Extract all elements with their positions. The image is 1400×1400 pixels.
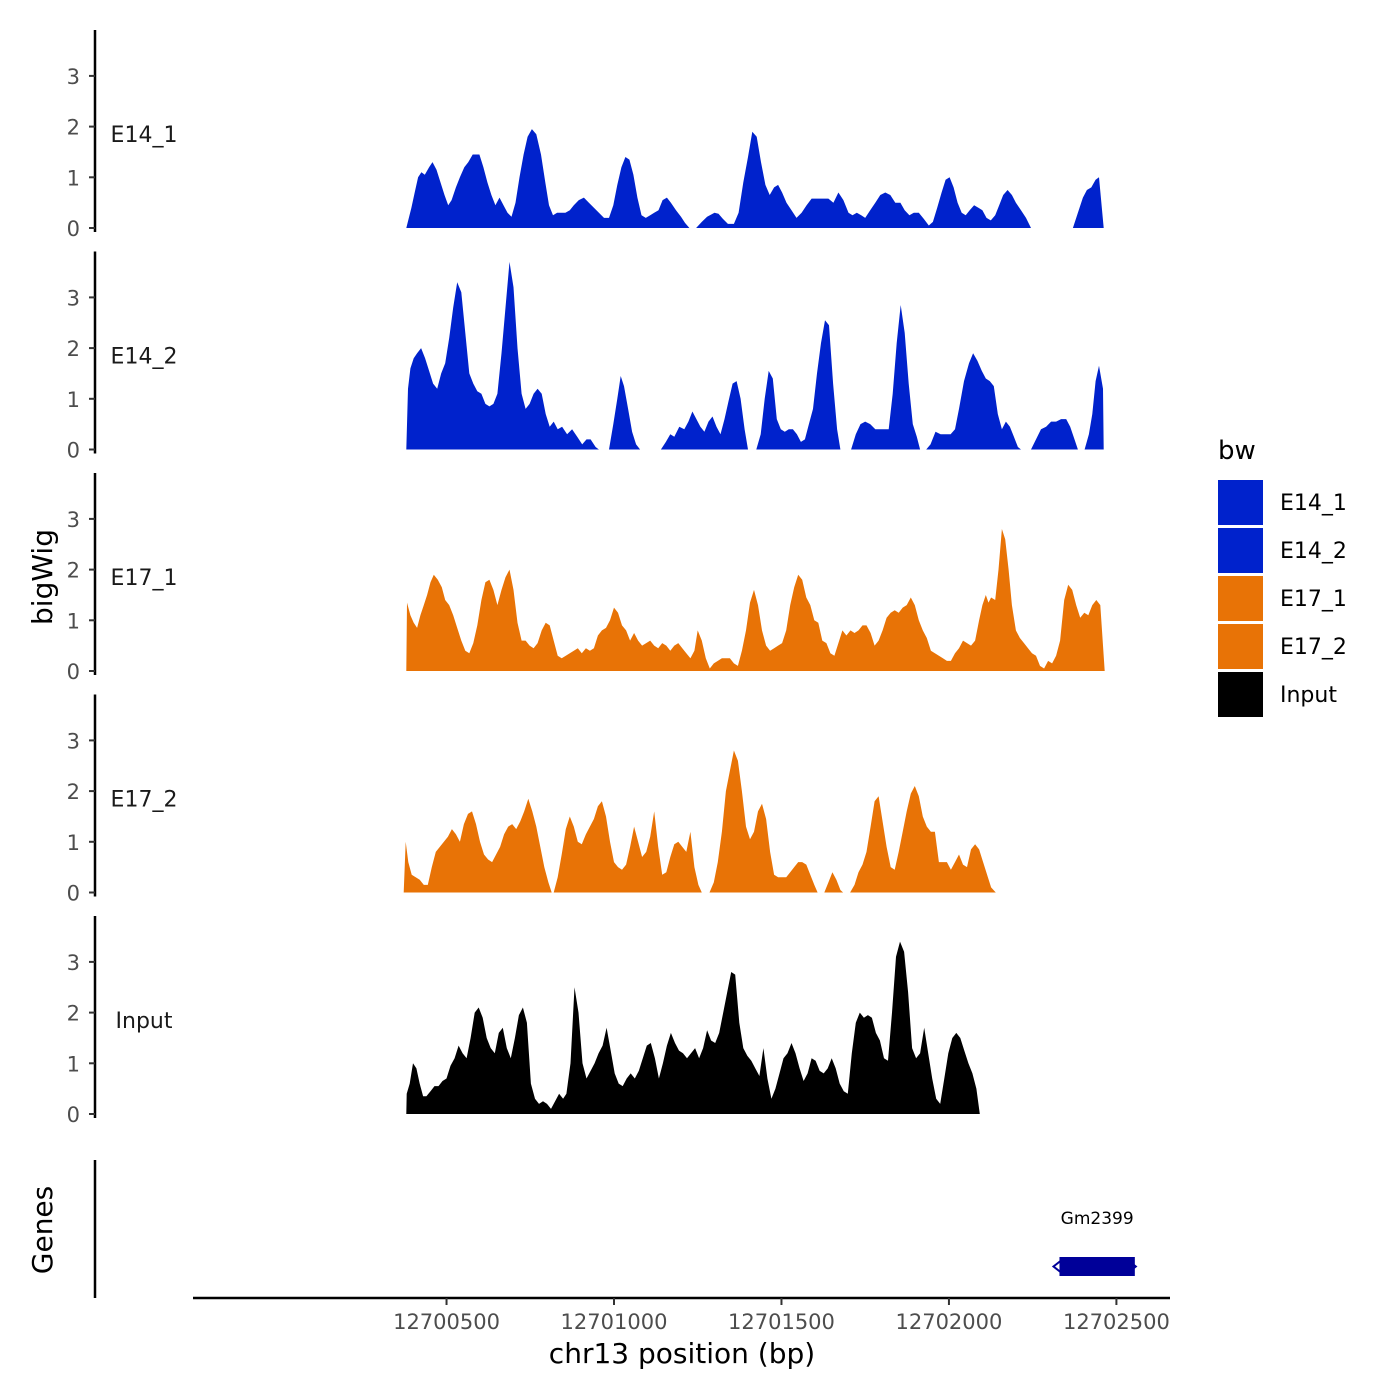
y-tick-label: 0 xyxy=(67,882,80,906)
y-tick-label: 2 xyxy=(67,116,80,140)
strand-arrow xyxy=(1051,1260,1062,1273)
y-tick-label: 1 xyxy=(67,1052,80,1076)
signal-area xyxy=(709,750,818,893)
y-axis-title: bigWig xyxy=(26,529,59,625)
track-label: E14_2 xyxy=(111,345,178,370)
y-tick-label: 2 xyxy=(67,780,80,804)
legend-label: E17_2 xyxy=(1280,635,1347,660)
y-tick-label: 0 xyxy=(67,439,80,463)
y-tick-label: 1 xyxy=(67,609,80,633)
track-e14-2: 0 1 2 3 E14_2 xyxy=(67,251,1104,463)
x-tick-label: 12700500 xyxy=(393,1310,500,1334)
signal-area xyxy=(406,261,599,450)
track-e17-1: 0 1 2 3 E17_1 xyxy=(67,473,1105,684)
x-tick-label: 12701000 xyxy=(561,1310,668,1334)
legend-item-e14-1: E14_1 xyxy=(1218,480,1347,525)
y-tick-label: 3 xyxy=(67,951,80,975)
signal-area xyxy=(609,376,641,450)
signal-area xyxy=(824,872,844,893)
y-tick-label: 0 xyxy=(67,217,80,241)
y-tick-label: 1 xyxy=(67,388,80,412)
legend-item-input: Input xyxy=(1218,672,1337,717)
signal-area xyxy=(926,353,1021,450)
genes-panel: Gm2399 xyxy=(93,1160,1138,1298)
y-tick-label: 3 xyxy=(67,508,80,532)
y-tick-label: 1 xyxy=(67,831,80,855)
y-tick-label: 2 xyxy=(67,1002,80,1026)
legend-item-e17-2: E17_2 xyxy=(1218,624,1347,669)
legend-item-e17-1: E17_1 xyxy=(1218,576,1347,621)
signal-area xyxy=(851,305,921,450)
track-label: E17_1 xyxy=(111,566,178,591)
y-tick-label: 3 xyxy=(67,65,80,89)
signal-area xyxy=(1072,177,1104,228)
y-tick-label: 0 xyxy=(67,1103,80,1127)
strand-arrow xyxy=(1128,1260,1138,1273)
track-input: 0 1 2 3 Input xyxy=(67,916,980,1127)
track-label: Input xyxy=(116,1009,173,1034)
track-e17-2: 0 1 2 3 E17_2 xyxy=(67,694,996,906)
legend-swatch xyxy=(1218,624,1263,669)
signal-area xyxy=(406,129,690,228)
track-label: E14_1 xyxy=(111,123,178,148)
bigwig-tracks: 0 1 2 3 E14_1 0 1 2 3 E14_2 0 1 2 3 E17_1 0 1 2 3 E17_2 0 1 2 3… xyxy=(67,30,1105,1127)
signal-area xyxy=(696,131,1031,228)
legend-title: bw xyxy=(1218,436,1256,466)
signal-area xyxy=(1084,365,1104,450)
gene-label: Gm2399 xyxy=(1061,1209,1134,1229)
signal-area xyxy=(850,786,996,893)
signal-area xyxy=(406,529,1105,671)
legend-swatch xyxy=(1218,576,1263,621)
x-tick-label: 12702000 xyxy=(895,1310,1002,1334)
x-tick-label: 12701500 xyxy=(728,1310,835,1334)
y-tick-label: 2 xyxy=(67,337,80,361)
legend-item-e14-2: E14_2 xyxy=(1218,528,1347,573)
signal-area xyxy=(553,801,702,893)
y-tick-label: 1 xyxy=(67,166,80,190)
signal-area xyxy=(403,798,552,893)
y-tick-label: 2 xyxy=(67,559,80,583)
signal-area xyxy=(660,381,748,450)
legend: bw E14_1 E14_2 E17_1 E17_2 Input xyxy=(1218,436,1347,717)
y-tick-label: 3 xyxy=(67,286,80,310)
gene-gm2399: Gm2399 xyxy=(1051,1209,1138,1276)
x-axis-title: chr13 position (bp) xyxy=(549,1337,815,1370)
signal-area xyxy=(756,320,841,450)
legend-swatch xyxy=(1218,528,1263,573)
track-e14-1: 0 1 2 3 E14_1 xyxy=(67,30,1104,241)
x-axis: 12700500 12701000 12701500 12702000 12702500 xyxy=(193,1296,1170,1334)
y-tick-label: 3 xyxy=(67,729,80,753)
gene-body xyxy=(1059,1257,1135,1276)
legend-label: E17_1 xyxy=(1280,587,1347,612)
x-tick-label: 12702500 xyxy=(1063,1310,1170,1334)
signal-area xyxy=(1031,419,1078,450)
legend-label: Input xyxy=(1280,683,1337,708)
legend-swatch xyxy=(1218,480,1263,525)
legend-swatch xyxy=(1218,672,1263,717)
track-label: E17_2 xyxy=(111,788,178,813)
legend-label: E14_2 xyxy=(1280,539,1347,564)
signal-area xyxy=(406,941,980,1114)
genes-axis-title: Genes xyxy=(26,1186,59,1274)
legend-label: E14_1 xyxy=(1280,491,1347,516)
y-tick-label: 0 xyxy=(67,660,80,684)
